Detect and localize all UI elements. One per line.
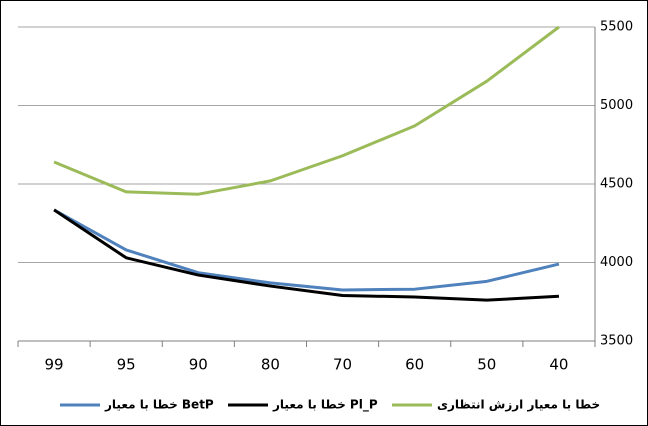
x-tick-label: 90 (189, 356, 208, 374)
x-tick-label: 50 (477, 356, 496, 374)
x-tick-label: 70 (333, 356, 352, 374)
y-tick-label: 4000 (600, 255, 633, 270)
y-tick-label: 5500 (600, 20, 633, 35)
series-line (53, 25, 560, 196)
x-tick-label: 95 (117, 356, 136, 374)
y-tick-label: 3500 (600, 334, 633, 349)
legend-label: خطا با معیار Pl_P (272, 398, 378, 413)
legend-label: خطا با معیار ارزش انتظاری (437, 398, 600, 412)
x-tick-label: 80 (261, 356, 280, 374)
y-tick-label: 5000 (600, 98, 633, 113)
y-tick-label: 4500 (600, 177, 633, 192)
x-tick-label: 60 (405, 356, 424, 374)
legend-label: خطا با معیار BetP (104, 398, 214, 412)
x-tick-label: 40 (549, 356, 568, 374)
x-tick-label: 99 (45, 356, 64, 374)
series-line (53, 208, 560, 292)
series-line (53, 208, 560, 302)
